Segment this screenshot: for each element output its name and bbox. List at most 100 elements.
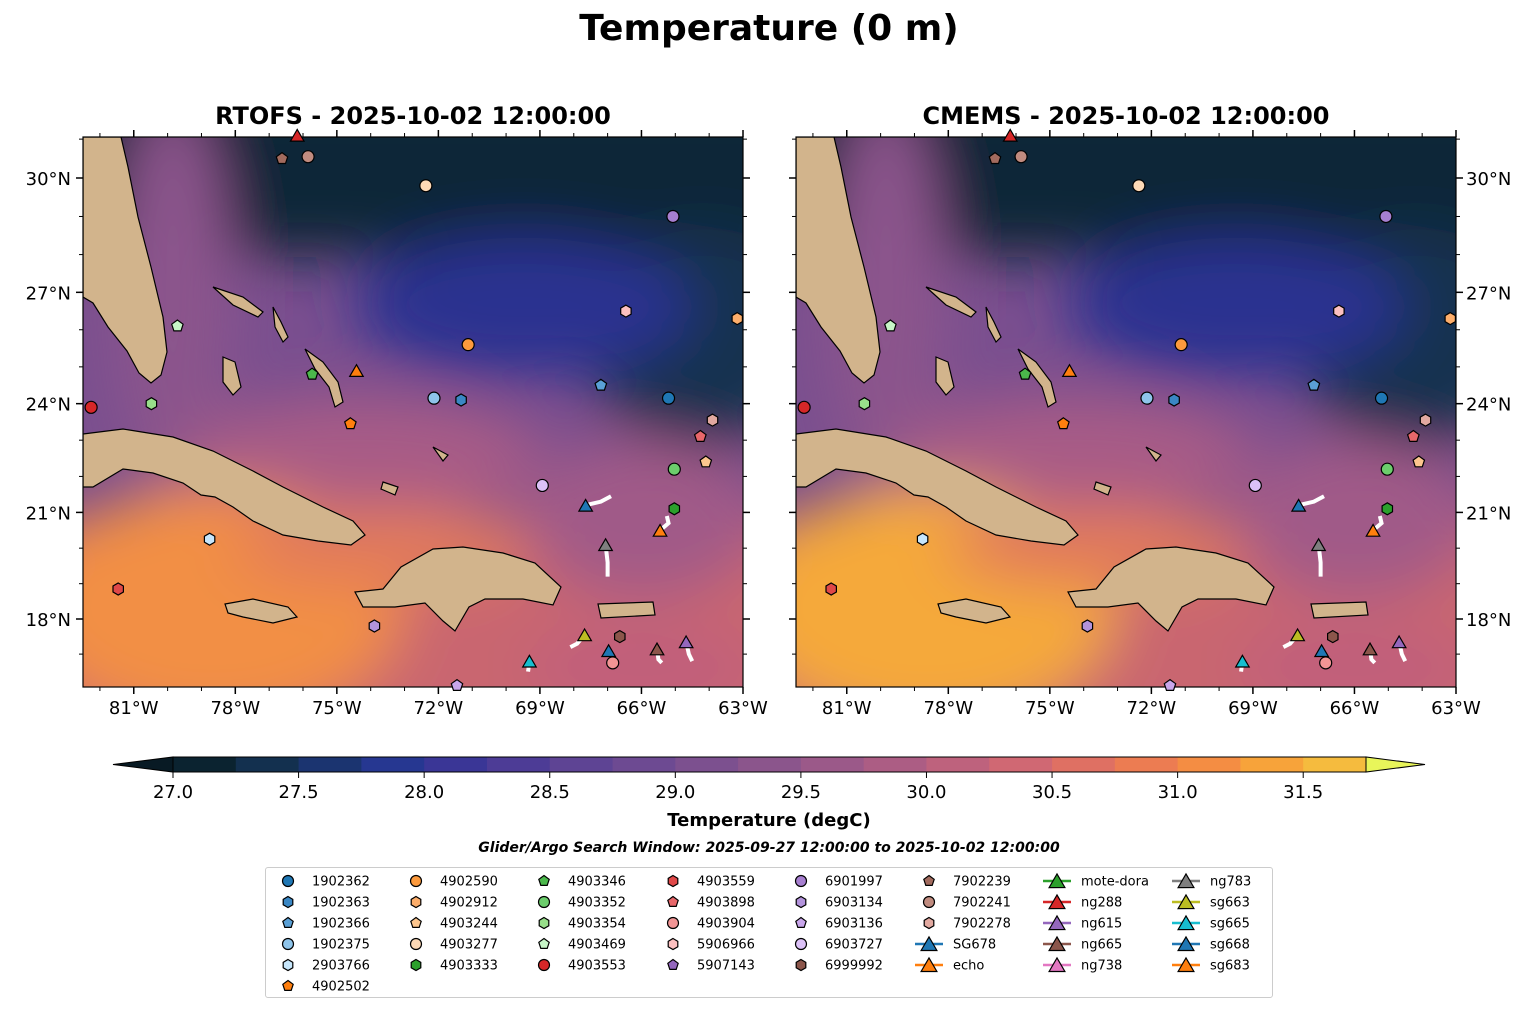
legend-label: 6903727 bbox=[825, 938, 883, 953]
colorbar-tick-label: 30.0 bbox=[906, 782, 946, 800]
legend-label: ng665 bbox=[1081, 938, 1122, 953]
colorbar-bin bbox=[235, 757, 300, 772]
lat-tick-label: 27°N bbox=[26, 283, 71, 304]
colorbar-over-extend bbox=[1365, 756, 1426, 773]
legend-label: SG678 bbox=[953, 938, 996, 953]
triangle-marker-SG678 bbox=[577, 498, 594, 512]
colorbar-bin bbox=[298, 757, 362, 772]
colorbar-tick-label: 31.5 bbox=[1283, 782, 1323, 800]
colorbar-bin bbox=[863, 757, 927, 772]
colorbar-bin bbox=[1052, 757, 1116, 772]
legend-label: 4903898 bbox=[697, 896, 755, 911]
map-frame bbox=[795, 136, 1457, 688]
glider-track-SG678 bbox=[585, 494, 612, 508]
pentagon-marker-7902239 bbox=[275, 151, 289, 165]
legend-label: 4903469 bbox=[568, 938, 626, 953]
triangle-marker-sg663 bbox=[576, 627, 593, 642]
pentagon-marker-7902239 bbox=[923, 874, 935, 886]
legend-label: 4903333 bbox=[440, 959, 498, 974]
legend-label: sg665 bbox=[1210, 917, 1250, 932]
landmass bbox=[985, 306, 1002, 343]
legend-item-mote-dora: mote-dora bbox=[1043, 872, 1149, 890]
hexagon-marker-6999992 bbox=[1326, 629, 1339, 644]
hexagon-marker-2903766 bbox=[203, 532, 216, 546]
triangle-marker-echo bbox=[348, 363, 365, 377]
triangle-marker-ng615 bbox=[1048, 914, 1066, 931]
triangle-marker-ng615 bbox=[1391, 634, 1407, 649]
cool-band bbox=[1066, 237, 1406, 377]
circle-marker-4903553 bbox=[797, 400, 811, 414]
triangle-marker-ng783 bbox=[1177, 872, 1195, 889]
pentagon-marker-4903244 bbox=[699, 455, 713, 468]
hexagon-marker-6903134 bbox=[1081, 619, 1094, 633]
legend-label: sg668 bbox=[1210, 938, 1250, 953]
legend-item-sg683: sg683 bbox=[1172, 956, 1250, 974]
colorbar-tick-label: 27.0 bbox=[153, 782, 193, 800]
pentagon-marker-6903136 bbox=[1163, 678, 1177, 692]
landmass bbox=[1145, 446, 1162, 462]
lon-tick-label: 66°W bbox=[617, 698, 667, 719]
platform-markers bbox=[797, 128, 1457, 692]
hexagon-marker-5906966 bbox=[667, 937, 679, 951]
triangle-marker-sg683 bbox=[1365, 523, 1381, 537]
pentagon-marker-4902502 bbox=[1056, 417, 1070, 430]
colorbar-label: Temperature (degC) bbox=[667, 810, 871, 831]
hexagon-marker-6999992 bbox=[795, 958, 807, 972]
triangle-marker-sg683 bbox=[652, 523, 668, 537]
circle-marker-4903277 bbox=[409, 937, 423, 951]
pentagon-marker-4903469 bbox=[170, 319, 184, 332]
legend-item-1902363: 1902363 bbox=[282, 896, 370, 911]
pentagon-marker-4903898 bbox=[1406, 429, 1420, 442]
colorbar-tick-label: 28.5 bbox=[530, 782, 570, 800]
landmass bbox=[83, 137, 168, 384]
triangle-marker-ng738 bbox=[1048, 956, 1066, 973]
colorbar: 27.0 27.5 28.0 28.5 29.0 29.5 30.0 30.5 31.0 31.5 bbox=[112, 756, 1426, 800]
colorbar-bin bbox=[549, 757, 614, 772]
east-mid bbox=[523, 437, 743, 597]
circle-marker-4903904 bbox=[606, 656, 620, 670]
hexagon-marker-7902278 bbox=[923, 916, 935, 930]
legend-label: 1902375 bbox=[312, 938, 370, 953]
legend-label: mote-dora bbox=[1081, 875, 1149, 890]
pentagon-marker-4903346 bbox=[538, 874, 550, 886]
legend-item-4903904: 4903904 bbox=[666, 917, 755, 932]
legend-label: 7902241 bbox=[953, 896, 1011, 911]
colorbar-bin bbox=[738, 757, 802, 772]
gulf-stream bbox=[113, 137, 233, 497]
circle-marker-4902590 bbox=[1174, 338, 1188, 352]
lon-tick-label: 63°W bbox=[1431, 698, 1481, 719]
legend-item-6903134: 6903134 bbox=[795, 896, 883, 911]
circle-marker-4903277 bbox=[419, 179, 433, 193]
circle-marker-6901997 bbox=[1379, 209, 1393, 224]
east-mid bbox=[1236, 437, 1456, 597]
landmass bbox=[272, 306, 289, 343]
lat-tick-label: 27°N bbox=[1466, 283, 1511, 304]
legend-label: 7902239 bbox=[953, 875, 1011, 890]
legend-label: 6903134 bbox=[825, 896, 883, 911]
hexagon-marker-2903766 bbox=[916, 532, 929, 546]
hexagon-marker-4903354 bbox=[145, 397, 158, 411]
pentagon-marker-4903346 bbox=[305, 367, 319, 380]
colorbar-tick-label: 30.5 bbox=[1032, 782, 1072, 800]
colorbar-bin bbox=[1177, 757, 1241, 772]
hexagon-marker-4903559 bbox=[667, 874, 679, 888]
landmass bbox=[597, 601, 656, 619]
triangle-marker-sg668 bbox=[600, 643, 617, 658]
legend-item-7902239: 7902239 bbox=[923, 874, 1011, 890]
search-window-text: Glider/Argo Search Window: 2025-09-27 12… bbox=[478, 840, 1060, 856]
triangle-marker-ng288 bbox=[1002, 128, 1019, 142]
gulf-stream bbox=[826, 137, 946, 497]
hexagon-marker-4902912 bbox=[1444, 311, 1457, 326]
legend-label: 4902590 bbox=[440, 875, 498, 890]
circle-marker-6901997 bbox=[666, 209, 680, 224]
triangle-marker-sg663 bbox=[1289, 627, 1306, 642]
hexagon-marker-4903354 bbox=[858, 397, 871, 411]
landmass bbox=[796, 428, 1079, 546]
lon-tick-label: 69°W bbox=[515, 698, 565, 719]
triangle-marker-ng615 bbox=[678, 634, 694, 649]
hexagon-marker-1902363 bbox=[455, 393, 467, 407]
hexagon-marker-4903333 bbox=[410, 958, 422, 972]
colorbar-bin bbox=[424, 757, 488, 772]
circle-marker-1902362 bbox=[1374, 391, 1389, 405]
legend-label: ng783 bbox=[1210, 875, 1251, 890]
